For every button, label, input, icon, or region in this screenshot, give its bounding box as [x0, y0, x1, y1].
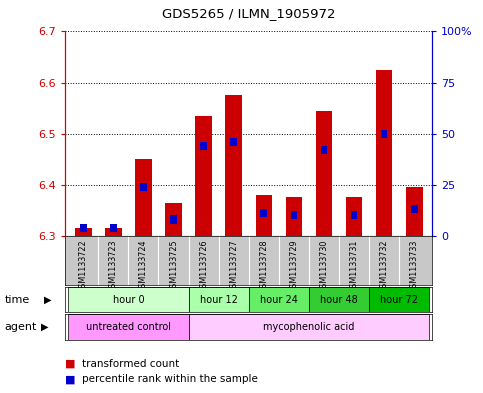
Text: GSM1133728: GSM1133728 — [259, 240, 268, 293]
Bar — [68, 287, 188, 312]
Text: hour 48: hour 48 — [320, 295, 358, 305]
Text: hour 12: hour 12 — [199, 295, 238, 305]
Text: ▶: ▶ — [44, 295, 52, 305]
Bar — [321, 146, 327, 154]
Bar — [226, 95, 242, 236]
Bar — [411, 205, 417, 213]
Text: percentile rank within the sample: percentile rank within the sample — [82, 374, 258, 384]
Text: GSM1133729: GSM1133729 — [289, 240, 298, 293]
Text: ▶: ▶ — [41, 322, 49, 332]
Text: GSM1133722: GSM1133722 — [79, 240, 88, 293]
Text: GSM1133726: GSM1133726 — [199, 240, 208, 293]
Bar — [165, 203, 182, 236]
Bar — [200, 142, 207, 150]
Text: hour 24: hour 24 — [260, 295, 298, 305]
Bar — [249, 287, 309, 312]
Bar — [110, 224, 117, 232]
Bar — [256, 195, 272, 236]
Bar — [291, 211, 297, 219]
Text: ■: ■ — [65, 374, 76, 384]
Bar — [260, 209, 267, 217]
Bar — [406, 187, 423, 236]
Text: agent: agent — [5, 322, 37, 332]
Text: mycophenolic acid: mycophenolic acid — [263, 322, 355, 332]
Text: GSM1133723: GSM1133723 — [109, 240, 118, 293]
Text: transformed count: transformed count — [82, 358, 179, 369]
Text: GSM1133732: GSM1133732 — [380, 240, 389, 293]
Bar — [170, 215, 177, 224]
Bar — [285, 198, 302, 236]
Bar — [105, 228, 122, 236]
Bar — [195, 116, 212, 236]
Text: GSM1133730: GSM1133730 — [319, 240, 328, 293]
Bar — [381, 130, 387, 138]
Text: GSM1133724: GSM1133724 — [139, 240, 148, 293]
Bar — [68, 314, 188, 340]
Bar — [75, 228, 92, 236]
Bar — [369, 287, 429, 312]
Bar — [80, 224, 86, 232]
Bar — [230, 138, 237, 146]
Bar — [316, 111, 332, 236]
Bar — [376, 70, 392, 236]
Text: GSM1133731: GSM1133731 — [350, 240, 358, 293]
Text: GDS5265 / ILMN_1905972: GDS5265 / ILMN_1905972 — [162, 7, 336, 20]
Bar — [135, 159, 152, 236]
Bar — [351, 211, 357, 219]
Bar — [346, 198, 362, 236]
Text: untreated control: untreated control — [86, 322, 171, 332]
Text: time: time — [5, 295, 30, 305]
Text: hour 72: hour 72 — [380, 295, 418, 305]
Bar — [140, 183, 147, 191]
Text: GSM1133733: GSM1133733 — [410, 240, 419, 293]
Bar — [309, 287, 369, 312]
Text: GSM1133727: GSM1133727 — [229, 240, 238, 293]
Text: GSM1133725: GSM1133725 — [169, 240, 178, 293]
Bar — [188, 287, 249, 312]
Bar — [188, 314, 429, 340]
Text: hour 0: hour 0 — [113, 295, 144, 305]
Text: ■: ■ — [65, 358, 76, 369]
